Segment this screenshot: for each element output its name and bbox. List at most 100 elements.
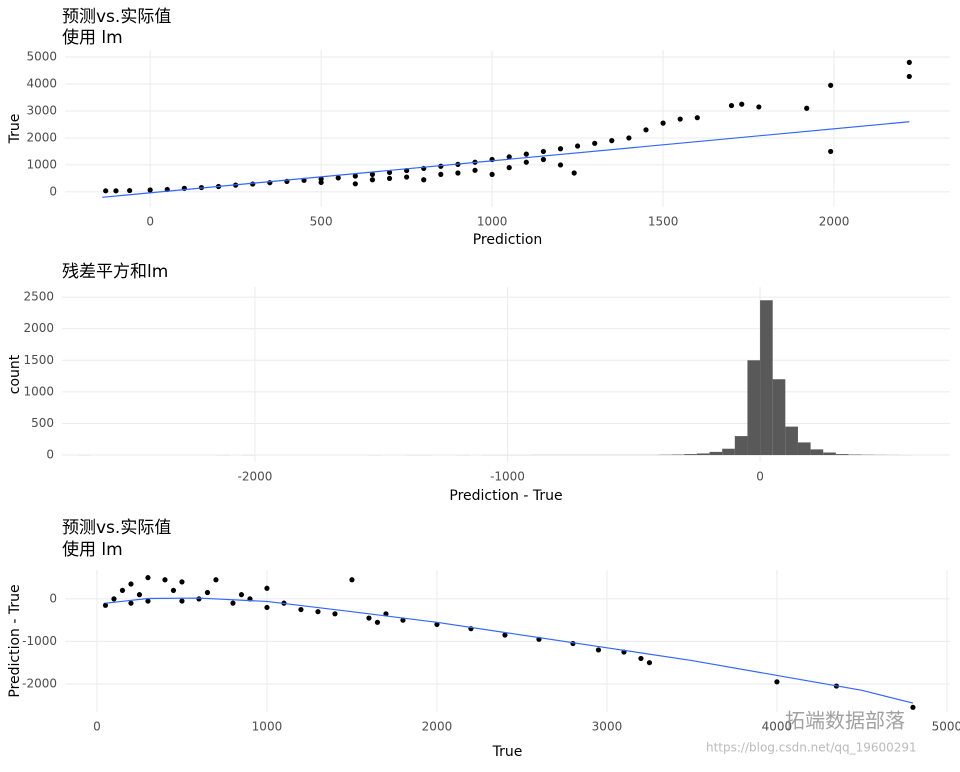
chart-subtitle: 使用 lm xyxy=(62,539,123,560)
point xyxy=(387,176,392,181)
point xyxy=(128,581,133,586)
y-tick-label: 2000 xyxy=(26,130,57,144)
x-axis-title: True xyxy=(492,744,523,760)
point xyxy=(145,575,150,580)
point xyxy=(910,705,915,710)
point xyxy=(298,607,303,612)
point xyxy=(404,174,409,179)
chart-title: 预测vs.实际值 xyxy=(62,518,171,538)
x-tick-label: 2000 xyxy=(819,215,850,229)
point xyxy=(490,172,495,177)
x-tick-label: 0 xyxy=(93,720,101,734)
point xyxy=(609,138,614,143)
point xyxy=(575,143,580,148)
point xyxy=(127,188,132,193)
point xyxy=(349,577,354,582)
point xyxy=(162,577,167,582)
point xyxy=(171,588,176,593)
x-tick-label: 0 xyxy=(146,215,154,229)
y-tick-label: 500 xyxy=(31,416,54,430)
bar xyxy=(722,449,735,455)
bar xyxy=(760,300,773,455)
y-tick-label: 1000 xyxy=(23,384,54,398)
point xyxy=(660,121,665,126)
point xyxy=(375,620,380,625)
bar xyxy=(672,455,685,456)
point xyxy=(213,577,218,582)
watermark-brand: 拓端数据部落 xyxy=(785,709,905,733)
point xyxy=(907,60,912,65)
y-tick-label: 4000 xyxy=(26,76,57,90)
x-tick-label: 1000 xyxy=(477,215,508,229)
bar xyxy=(747,360,760,455)
point xyxy=(332,611,337,616)
point xyxy=(103,188,108,193)
x-tick-label: 1000 xyxy=(252,720,283,734)
chart-title: 预测vs.实际值 xyxy=(62,7,171,27)
point xyxy=(128,601,133,606)
x-tick-label: 2000 xyxy=(422,720,453,734)
y-tick-label: -2000 xyxy=(22,676,57,690)
bar xyxy=(710,452,723,455)
x-tick-label: 5000 xyxy=(932,720,960,734)
point xyxy=(643,127,648,132)
chart-subtitle: 使用 lm xyxy=(62,27,123,48)
bar xyxy=(836,454,849,455)
x-tick-label: 1500 xyxy=(648,215,679,229)
bar xyxy=(811,449,824,455)
bar xyxy=(684,454,697,455)
point xyxy=(230,601,235,606)
point xyxy=(111,596,116,601)
point xyxy=(438,172,443,177)
bar xyxy=(823,453,836,456)
point xyxy=(250,181,255,186)
point xyxy=(120,588,125,593)
bar xyxy=(798,442,811,455)
point xyxy=(541,149,546,154)
bar xyxy=(773,379,786,455)
y-tick-label: 0 xyxy=(46,448,54,462)
point xyxy=(319,180,324,185)
point xyxy=(828,149,833,154)
x-tick-label: 500 xyxy=(310,215,333,229)
point xyxy=(179,579,184,584)
point xyxy=(336,175,341,180)
point xyxy=(907,74,912,79)
point xyxy=(239,592,244,597)
y-tick-label: -1000 xyxy=(22,634,57,648)
y-tick-label: 1500 xyxy=(23,353,54,367)
point xyxy=(756,104,761,109)
point xyxy=(264,586,269,591)
bar xyxy=(848,455,861,456)
y-tick-label: 0 xyxy=(49,184,57,198)
point xyxy=(739,102,744,107)
x-axis-title: Prediction xyxy=(473,232,543,248)
point xyxy=(804,106,809,111)
y-axis-title: Prediction - True xyxy=(7,584,23,697)
x-tick-label: -1000 xyxy=(490,470,525,484)
point xyxy=(370,177,375,182)
x-tick-label: 0 xyxy=(756,470,764,484)
y-tick-label: 5000 xyxy=(26,50,57,64)
y-tick-label: 2000 xyxy=(23,321,54,335)
x-axis-title: Prediction - True xyxy=(449,488,562,504)
point xyxy=(558,162,563,167)
point xyxy=(596,647,601,652)
point xyxy=(541,157,546,162)
chart-title: 残差平方和lm xyxy=(62,262,168,282)
point xyxy=(205,590,210,595)
y-axis-title: True xyxy=(7,114,23,145)
point xyxy=(774,679,779,684)
point xyxy=(524,160,529,165)
point xyxy=(695,115,700,120)
point xyxy=(638,656,643,661)
point xyxy=(455,170,460,175)
bar xyxy=(697,453,710,455)
y-tick-label: 1000 xyxy=(26,157,57,171)
point xyxy=(421,177,426,182)
point xyxy=(353,181,358,186)
point xyxy=(179,598,184,603)
point xyxy=(507,165,512,170)
